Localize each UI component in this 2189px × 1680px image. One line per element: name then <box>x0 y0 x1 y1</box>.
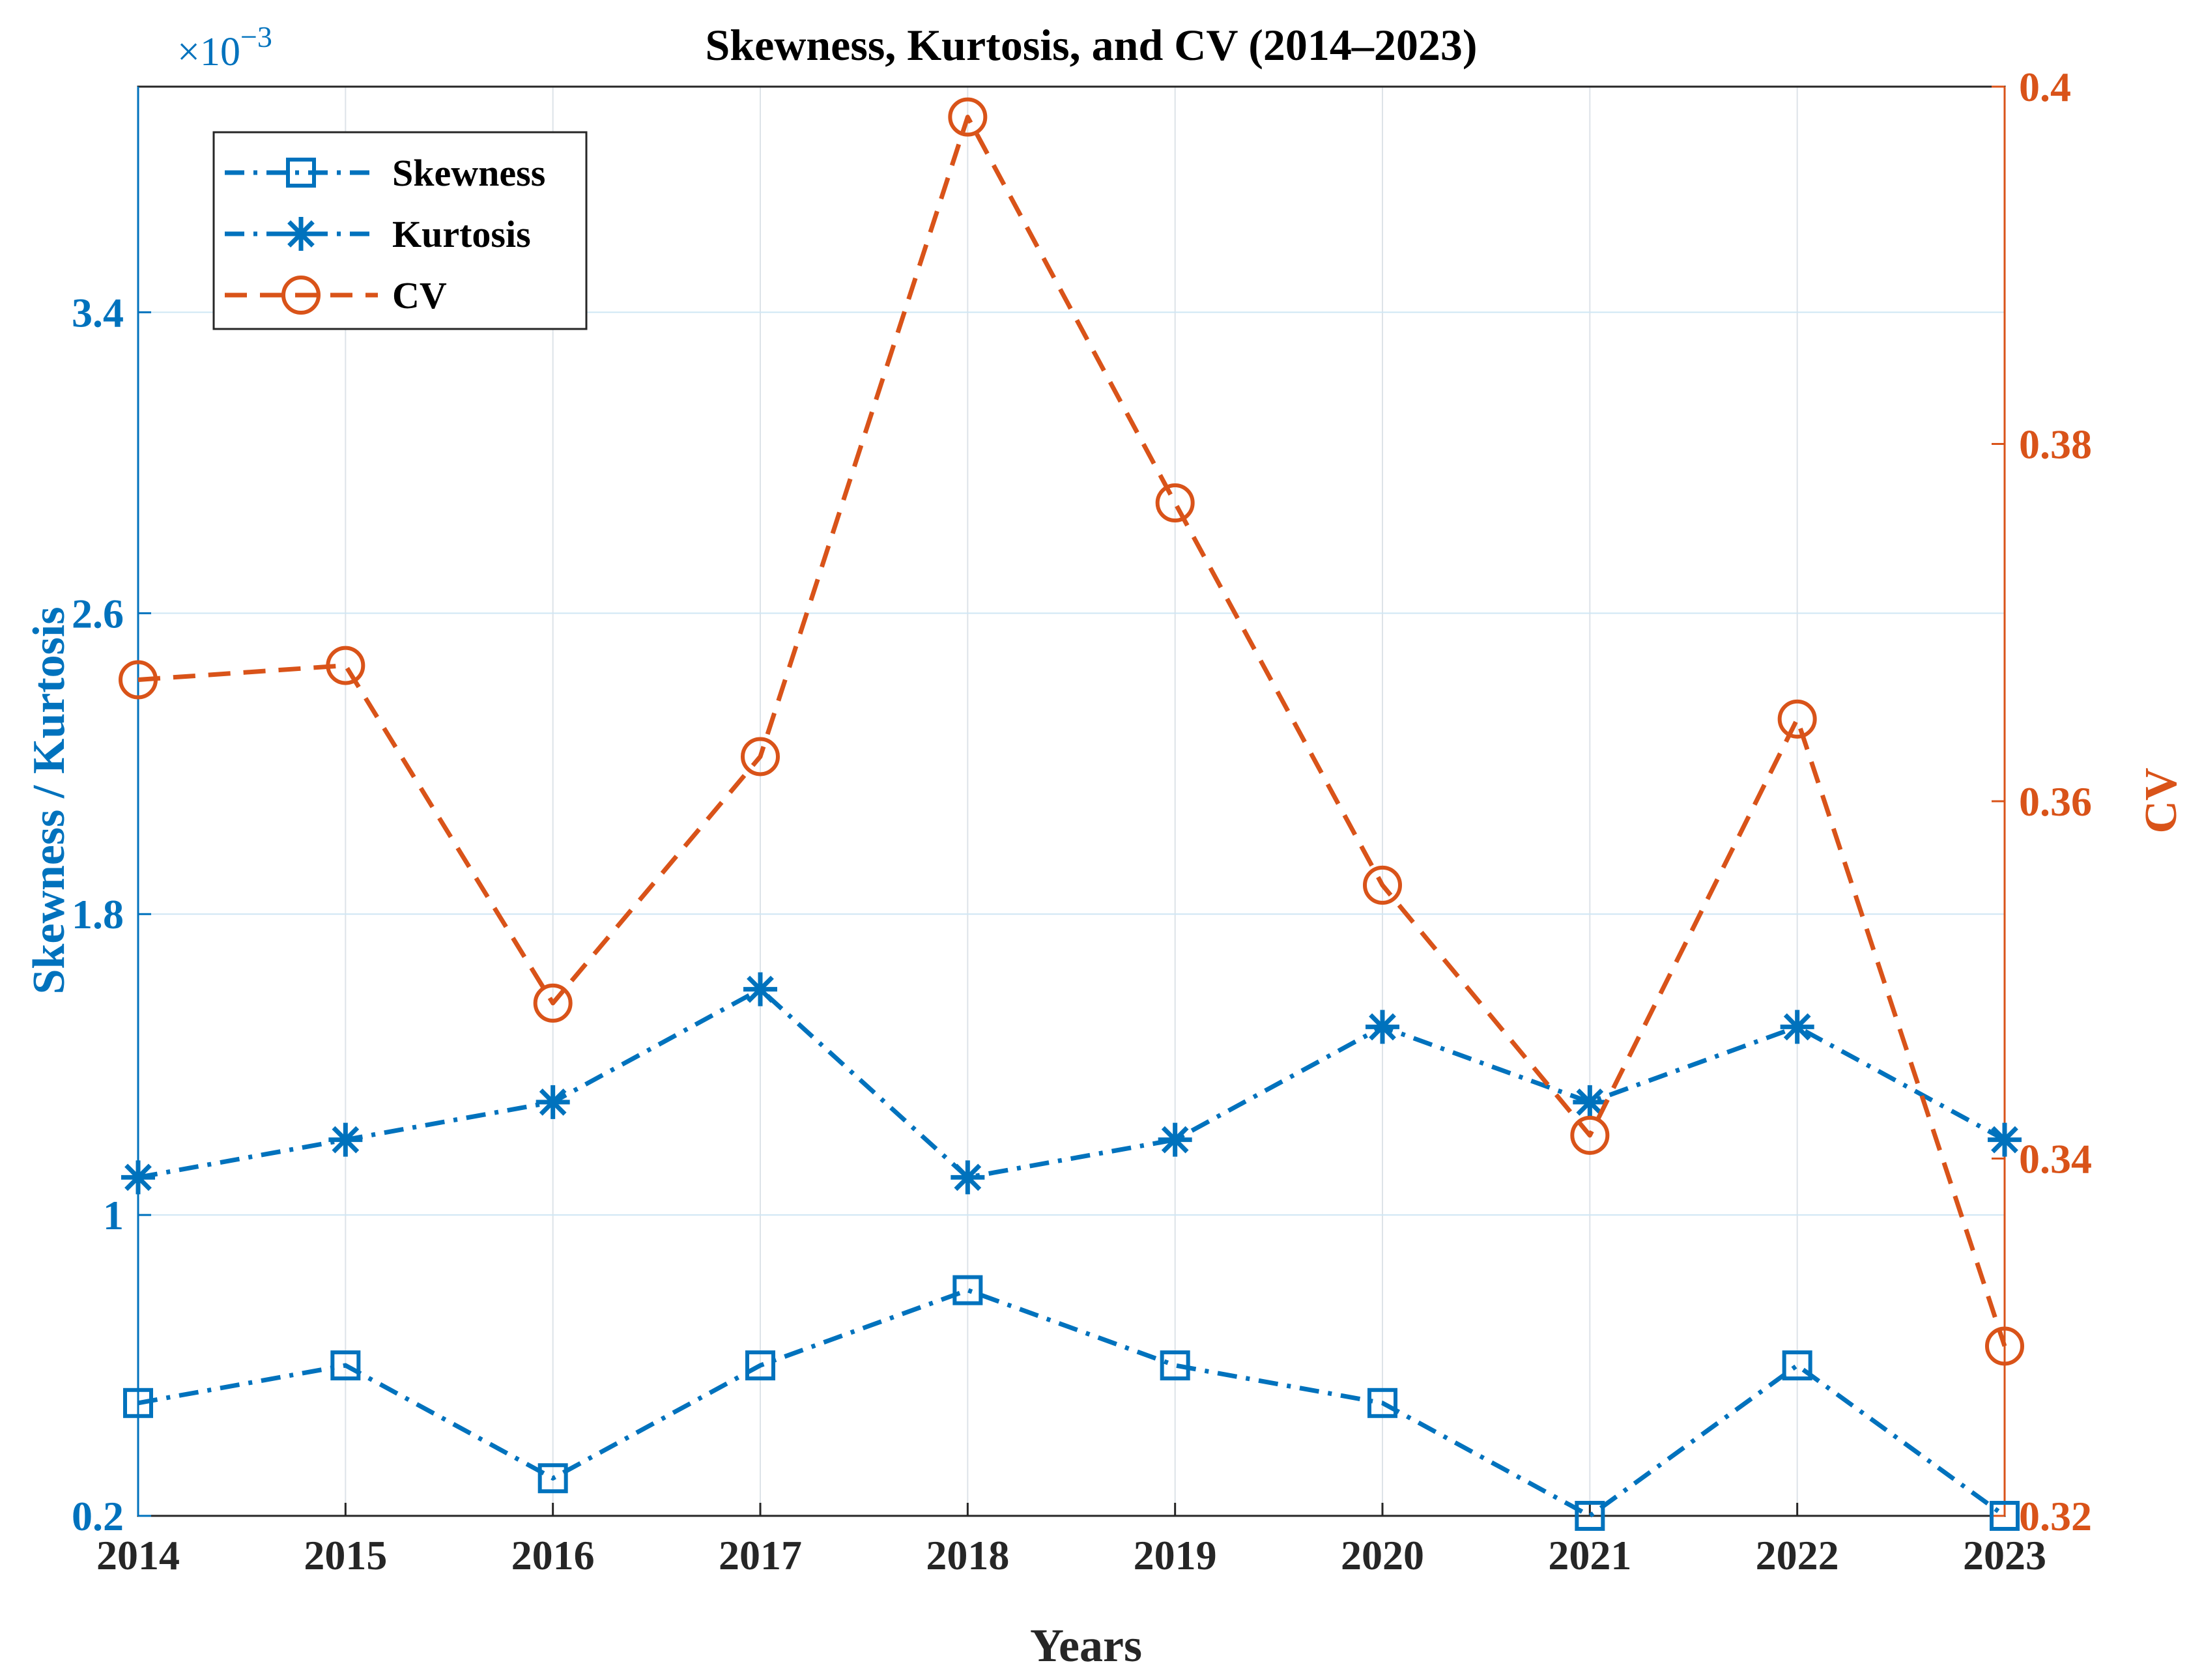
legend-label: Kurtosis <box>392 213 531 255</box>
y-tick-label-right: 0.36 <box>2019 778 2092 825</box>
legend-marker <box>286 158 316 188</box>
legend-label: Skewness <box>392 152 545 194</box>
x-tick-label: 2019 <box>1134 1532 1217 1578</box>
y-tick-label-left: 1.8 <box>72 891 124 937</box>
skewness-point <box>537 1463 568 1494</box>
cv-point <box>1363 865 1402 905</box>
kurtosis-point <box>328 1122 363 1157</box>
x-tick-label: 2020 <box>1341 1532 1424 1578</box>
x-tick-label: 2015 <box>304 1532 387 1578</box>
asterisk-stroke <box>287 220 315 248</box>
y-tick-label-left: 1 <box>103 1192 124 1238</box>
y-tick-label-left: 2.6 <box>72 590 124 636</box>
kurtosis-point <box>121 1160 155 1195</box>
cv-point <box>1985 1326 2024 1366</box>
legend-item-cv: CV <box>225 274 447 317</box>
exponent-base: ×10 <box>177 30 240 74</box>
y-tick-label-left: 3.4 <box>72 289 124 335</box>
legend: Skewness Kurtosis CV <box>212 131 588 330</box>
cv-point <box>1155 483 1195 523</box>
cv-point <box>741 737 780 776</box>
kurtosis-point <box>1988 1122 2022 1157</box>
y-tick-label-right: 0.34 <box>2019 1136 2092 1182</box>
series <box>119 97 2024 1531</box>
exponent-power: −3 <box>240 20 272 53</box>
skewness-line <box>137 1288 2007 1518</box>
asterisk-stroke <box>124 1163 152 1191</box>
y-tick-label-right: 0.32 <box>2019 1493 2092 1539</box>
series-skewness <box>123 1275 2020 1531</box>
asterisk-stroke <box>1783 1013 1811 1041</box>
x-tick-label: 2014 <box>96 1532 180 1578</box>
cv-line <box>137 115 2007 1347</box>
skewness-point <box>330 1350 361 1381</box>
cv-point <box>1777 699 1817 739</box>
legend-marker <box>284 217 318 251</box>
asterisk-stroke <box>539 1089 567 1116</box>
x-tick-label: 2022 <box>1756 1532 1839 1578</box>
series-kurtosis <box>121 972 2022 1195</box>
legend-marker <box>281 276 321 315</box>
legend-item-skewness: Skewness <box>225 152 545 194</box>
asterisk-stroke <box>1576 1089 1604 1116</box>
cv-point <box>1570 1115 1610 1155</box>
skewness-point <box>1782 1350 1812 1381</box>
asterisk-stroke <box>1369 1013 1396 1041</box>
y-axis-label-right: CV <box>2136 767 2186 833</box>
skewness-point <box>1990 1501 2020 1531</box>
series-cv <box>119 97 2024 1366</box>
y-tick-label-left: 0.2 <box>72 1493 124 1539</box>
x-tick-label: 2016 <box>511 1532 595 1578</box>
asterisk-stroke <box>747 975 774 1003</box>
kurtosis-point <box>1366 1010 1399 1044</box>
legend-label: CV <box>392 274 447 317</box>
y-axis-label-left: Skewness / Kurtosis <box>24 606 74 994</box>
asterisk-stroke <box>1991 1126 2018 1154</box>
x-tick-label: 2017 <box>719 1532 802 1578</box>
x-tick-label: 2021 <box>1548 1532 1631 1578</box>
x-tick-label: 2023 <box>1963 1532 2046 1578</box>
cv-point <box>326 646 365 685</box>
kurtosis-point <box>1780 1010 1814 1044</box>
legend-item-kurtosis: Kurtosis <box>225 213 531 255</box>
axes: 2014 2015 2016 2017 2018 2019 2020 2021 2022 2023… <box>72 64 2092 1578</box>
skewness-point <box>123 1388 153 1418</box>
skewness-point <box>952 1275 983 1305</box>
y-tick-label-right: 0.4 <box>2019 64 2071 110</box>
skewness-point <box>1160 1350 1190 1381</box>
asterisk-stroke <box>954 1163 982 1191</box>
asterisk-stroke <box>332 1126 360 1154</box>
grid-lines <box>138 87 2005 1516</box>
kurtosis-point <box>1158 1122 1192 1157</box>
x-axis-label: Years <box>1030 1619 1142 1672</box>
left-axis-exponent: ×10−3 <box>177 20 272 74</box>
kurtosis-point <box>951 1160 985 1195</box>
asterisk-stroke <box>1161 1126 1189 1154</box>
kurtosis-point <box>536 1085 570 1119</box>
kurtosis-point <box>743 972 777 1006</box>
kurtosis-line <box>137 987 2006 1180</box>
skewness-point <box>745 1350 775 1381</box>
cv-point <box>533 983 573 1023</box>
cv-point <box>948 97 988 137</box>
x-tick-label: 2018 <box>926 1532 1009 1578</box>
kurtosis-point <box>1573 1085 1607 1119</box>
y-tick-label-right: 0.38 <box>2019 421 2092 468</box>
chart-title: Skewness, Kurtosis, and CV (2014–2023) <box>705 20 1477 70</box>
skewness-point <box>1367 1388 1397 1418</box>
skewness-point <box>1575 1501 1605 1531</box>
cv-point <box>119 660 158 700</box>
